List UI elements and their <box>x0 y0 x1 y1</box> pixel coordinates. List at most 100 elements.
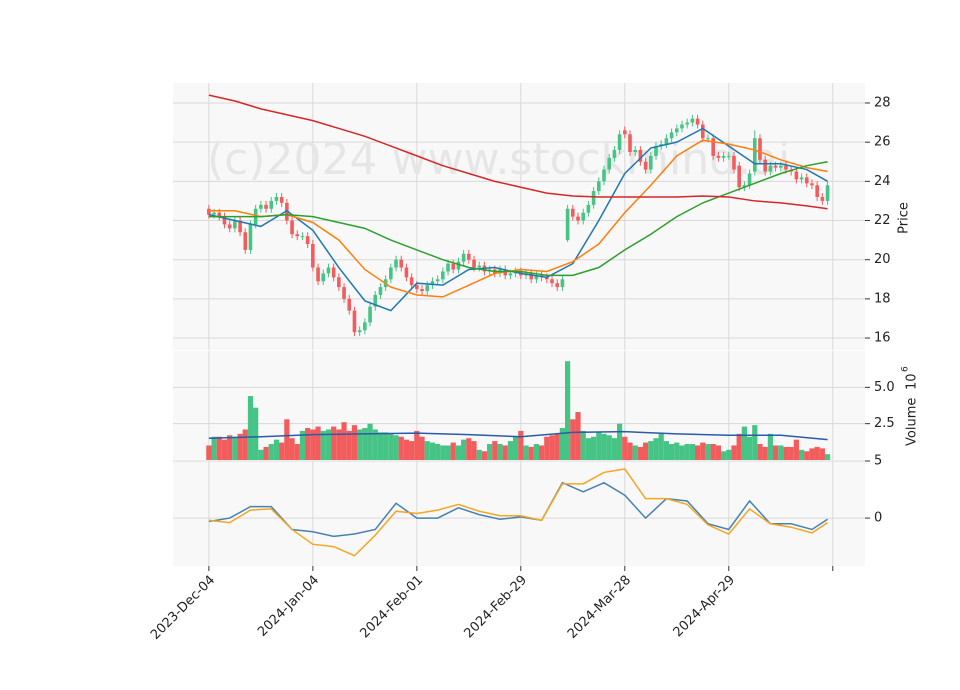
volume-bar <box>684 444 690 460</box>
volume-bar <box>388 433 394 460</box>
volume-bar <box>700 442 706 460</box>
candle-body <box>534 275 539 280</box>
candle-body <box>337 277 341 288</box>
volume-bar <box>377 432 384 460</box>
candle-body <box>778 165 783 168</box>
candle-body <box>804 177 809 184</box>
candle-body <box>357 330 362 333</box>
volume-bar <box>268 444 274 460</box>
line <box>208 161 828 277</box>
volume-bar <box>798 449 805 460</box>
plot-area: (c)2024 www.stockmind.ai <box>207 94 830 337</box>
volume-bar <box>663 441 669 460</box>
candle-body <box>810 183 814 186</box>
volume-bar <box>648 441 654 460</box>
volume-bar <box>814 446 820 460</box>
volume-bar <box>424 441 430 460</box>
y-tick-label: 2.5 <box>874 416 895 431</box>
candle-body <box>752 138 757 172</box>
candle-body <box>415 285 419 290</box>
volume-bar <box>591 436 597 460</box>
plot-area <box>208 468 828 557</box>
candle-body <box>222 216 227 225</box>
volume-bar <box>772 445 779 460</box>
candle-body <box>565 208 570 241</box>
volume-bar <box>206 445 212 460</box>
candle-body <box>300 236 305 238</box>
volume-bar <box>658 433 664 460</box>
x-tick-label: 2024-Apr-29 <box>671 573 738 640</box>
candle-body <box>378 287 383 295</box>
candle-body <box>248 224 253 250</box>
candle-body <box>347 298 352 311</box>
candle-body <box>737 165 741 188</box>
volume-bar <box>471 441 477 460</box>
candle-body <box>233 220 237 229</box>
volume-bar <box>367 423 373 460</box>
volume-bar <box>809 448 815 460</box>
candle-body <box>243 232 248 250</box>
candle-body <box>716 155 721 158</box>
x-tick-label: 2023-Dec-04 <box>148 573 218 643</box>
volume-bar <box>741 426 747 460</box>
volume-bar <box>757 444 763 460</box>
candle-body <box>654 146 658 156</box>
candle-body <box>409 277 414 286</box>
volume-bar <box>783 446 789 460</box>
x-tick-label: 2024-Mar-28 <box>565 573 634 642</box>
candle-body <box>711 138 715 156</box>
volume-bar <box>559 428 566 460</box>
volume-bar <box>793 439 799 460</box>
volume-bar <box>674 442 680 460</box>
y-tick-label: 20 <box>874 252 891 267</box>
volume-bar <box>450 442 456 460</box>
volume-bar <box>310 429 316 460</box>
candle-body <box>602 169 606 182</box>
line <box>208 127 828 312</box>
volume-bar <box>705 444 711 460</box>
volume-bar <box>819 448 825 460</box>
candle-body <box>623 130 627 135</box>
candle-body <box>576 216 580 221</box>
candle-body <box>706 138 710 140</box>
candle-body <box>768 165 773 172</box>
y-tick-label: 5.0 <box>874 380 895 395</box>
candle-body <box>290 220 294 235</box>
candle-body <box>726 155 731 157</box>
candle-body <box>700 124 705 139</box>
volume-bar <box>502 445 508 460</box>
candle-body <box>389 267 393 280</box>
volume-bar <box>351 425 358 460</box>
candle-body <box>316 267 320 282</box>
volume-bar <box>221 439 228 460</box>
candle-body <box>763 159 767 172</box>
candle-body <box>773 165 778 168</box>
candle-body <box>456 261 461 270</box>
volume-bar <box>284 419 290 460</box>
volume-bar <box>746 436 753 460</box>
x-tick-label: 2024-Feb-01 <box>358 573 427 642</box>
volume-bar <box>720 451 727 460</box>
line <box>208 430 828 441</box>
x-tick-label: 2024-Jan-04 <box>255 573 322 640</box>
volume-bar <box>289 438 295 460</box>
volume-bar <box>715 445 721 460</box>
candle-body <box>435 279 440 282</box>
plot-area <box>206 361 831 460</box>
volume-bar <box>513 436 519 460</box>
volume-bar <box>570 419 576 460</box>
y-tick-label: 26 <box>874 135 891 150</box>
candle-body <box>321 273 326 282</box>
volume-bar <box>668 444 675 460</box>
candle-body <box>690 118 695 123</box>
volume-bar <box>617 423 623 460</box>
candle-body <box>680 124 684 129</box>
y-tick-label: 22 <box>874 213 891 228</box>
volume-bar <box>528 446 534 460</box>
candle-body <box>446 263 450 272</box>
volume-bar <box>237 433 243 460</box>
volume-bar <box>549 435 555 460</box>
candle-body <box>638 149 643 162</box>
candle-body <box>581 212 586 221</box>
volume-bar <box>273 439 280 460</box>
